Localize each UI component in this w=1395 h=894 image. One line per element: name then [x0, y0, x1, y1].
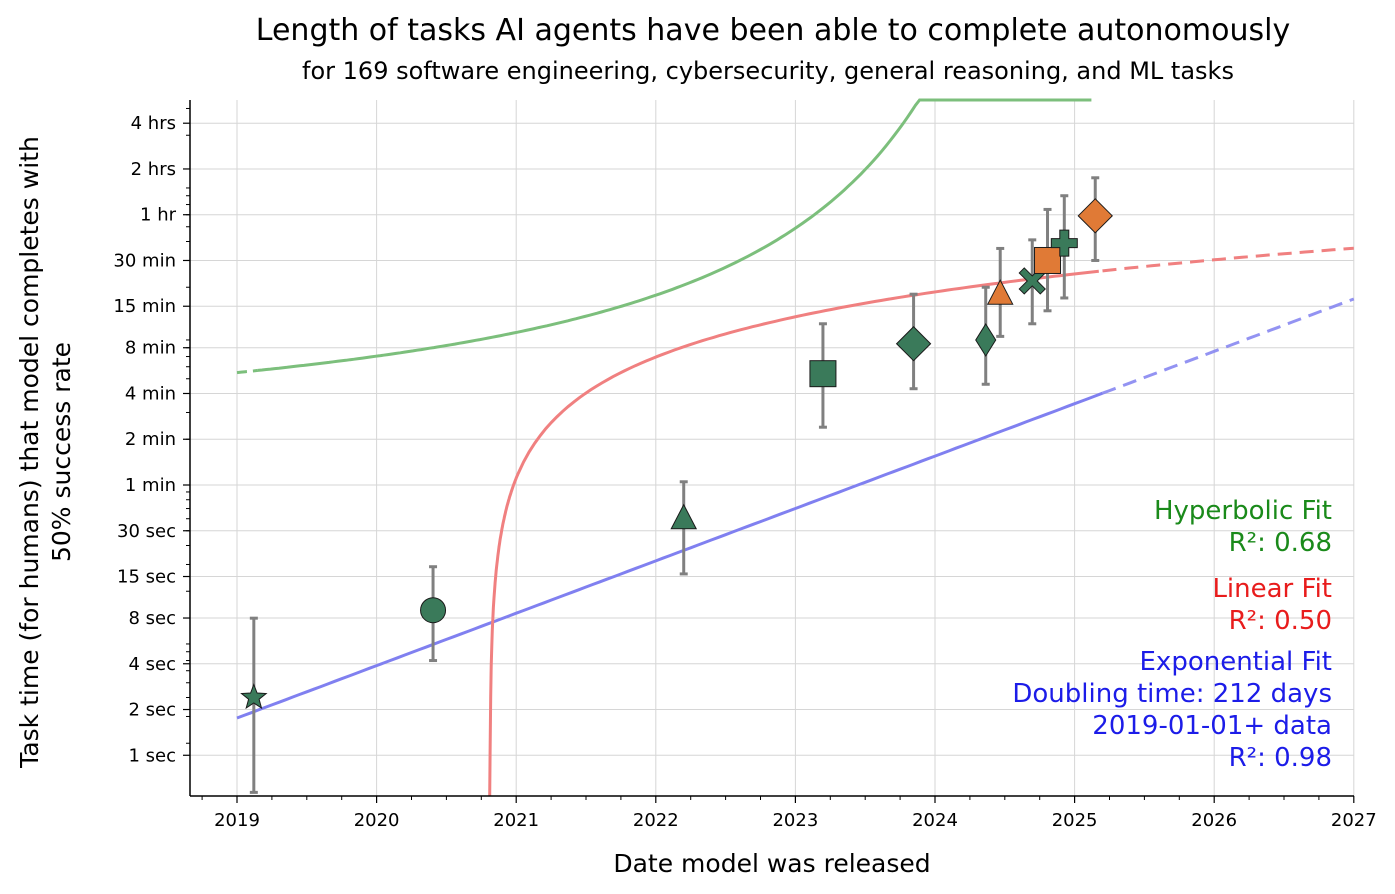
- data-point-star: [240, 683, 268, 710]
- data-point-square: [809, 360, 837, 388]
- legend-exponential-data: 2019-01-01+ data: [1092, 711, 1332, 741]
- y-ticks: 1 sec 2 sec 4 sec 8 sec 15 sec 30 sec 1 min 2 m…: [113, 107, 190, 766]
- x-tick-label: 2023: [772, 810, 818, 831]
- x-tick-label: 2024: [912, 810, 958, 831]
- y-axis-label-line2: 50% success rate: [47, 342, 76, 562]
- x-tick-label: 2020: [354, 810, 400, 831]
- y-tick-label: 2 min: [125, 429, 176, 450]
- legend: Hyperbolic Fit R²: 0.68 Linear Fit R²: 0…: [1012, 496, 1332, 773]
- y-tick-label: 15 min: [113, 296, 176, 317]
- y-tick-label: 30 min: [113, 250, 176, 271]
- y-tick-label: 30 sec: [117, 521, 176, 542]
- fit-curves: [236, 98, 1355, 797]
- x-axis-label: Date model was released: [613, 849, 930, 878]
- y-tick-label: 8 min: [125, 338, 176, 359]
- hyperbolic-fit-line: [257, 98, 1092, 372]
- x-tick-label: 2019: [214, 810, 260, 831]
- data-point-thin-diamond: [975, 323, 997, 357]
- legend-exponential-name: Exponential Fit: [1140, 647, 1333, 677]
- legend-exponential-doubling: Doubling time: 212 days: [1012, 679, 1332, 709]
- x-tick-label: 2027: [1331, 810, 1377, 831]
- y-tick-label: 8 sec: [128, 608, 176, 629]
- chart-subtitle: for 169 software engineering, cybersecur…: [302, 57, 1234, 85]
- y-tick-label: 1 min: [125, 475, 176, 496]
- linear-fit-extrapolation: [1102, 246, 1354, 273]
- data-point-plus: [1050, 229, 1078, 257]
- y-tick-label: 15 sec: [117, 567, 176, 588]
- hyperbolic-fit-extrapolation: [236, 368, 259, 375]
- y-tick-label: 2 sec: [128, 700, 176, 721]
- y-tick-label: 4 sec: [128, 654, 176, 675]
- x-tick-label: 2025: [1052, 810, 1098, 831]
- y-axis-label: Task time (for humans) that model comple…: [15, 136, 76, 769]
- legend-exponential-r2: R²: 0.98: [1229, 743, 1332, 773]
- legend-linear-r2: R²: 0.50: [1229, 606, 1332, 636]
- data-point-triangle: [670, 503, 698, 530]
- x-tick-label: 2026: [1191, 810, 1237, 831]
- data-point-diamond: [895, 326, 932, 362]
- y-tick-label: 2 hrs: [131, 159, 176, 180]
- y-tick-label: 4 hrs: [131, 113, 176, 134]
- data-points: [240, 198, 1113, 710]
- x-tick-label: 2022: [633, 810, 679, 831]
- data-point-triangle: [986, 279, 1014, 305]
- linear-fit-line: [488, 269, 1099, 797]
- y-tick-label: 1 hr: [140, 205, 177, 226]
- y-tick-label: 4 min: [125, 383, 176, 404]
- data-point-x: [1018, 267, 1046, 295]
- x-ticks: 2019 2020 2021 2022 2023 2024 2025 2026 2027: [201, 796, 1377, 831]
- exponential-fit-line: [236, 391, 1104, 720]
- y-tick-label: 1 sec: [128, 745, 176, 766]
- x-tick-label: 2021: [493, 810, 539, 831]
- y-axis-label-line1: Task time (for humans) that model comple…: [15, 136, 44, 769]
- chart-title: Length of tasks AI agents have been able…: [256, 13, 1290, 48]
- axes: [189, 100, 1354, 797]
- legend-hyperbolic-name: Hyperbolic Fit: [1154, 496, 1332, 526]
- data-point-square: [1034, 246, 1062, 274]
- data-point-circle: [420, 597, 447, 624]
- legend-hyperbolic-r2: R²: 0.68: [1229, 528, 1332, 558]
- data-point-diamond: [1077, 198, 1113, 234]
- exponential-fit-extrapolation: [1101, 297, 1355, 395]
- legend-linear-name: Linear Fit: [1212, 574, 1332, 604]
